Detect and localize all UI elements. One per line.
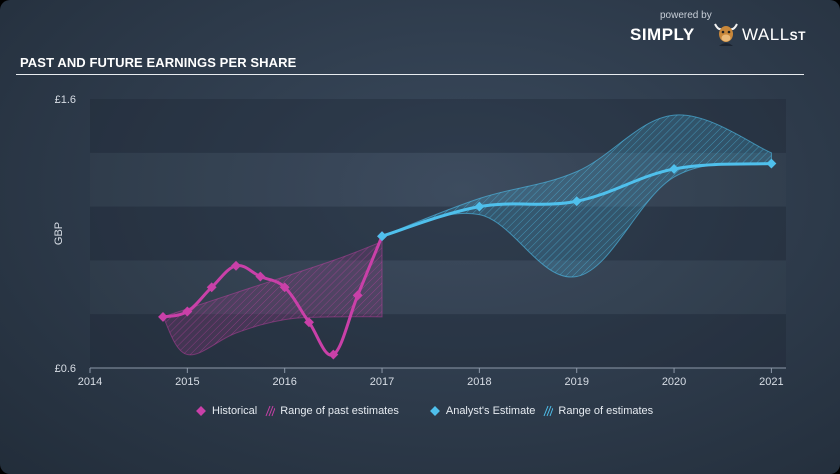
legend-label: Analyst's Estimate — [445, 405, 536, 417]
brand-simply-text: SIMPLY — [630, 25, 695, 44]
legend-item: Historical — [195, 405, 257, 417]
estimate-point — [377, 231, 387, 242]
x-tick-label: 2014 — [78, 376, 102, 388]
historical-line — [161, 234, 384, 357]
chart-legend: Historical Range of past estimates Analyst… — [195, 405, 661, 417]
historical-point — [206, 282, 217, 293]
x-tick-label: 2021 — [759, 376, 783, 388]
historical-point — [328, 349, 339, 360]
estimate-point — [669, 163, 680, 174]
legend-item: Analyst's Estimate — [429, 405, 536, 417]
past-estimates-range-area — [162, 240, 383, 356]
legend-line-marker-icon — [429, 406, 440, 416]
estimate-point — [474, 201, 485, 212]
legend-item: Range of estimates — [543, 405, 653, 417]
title-divider — [16, 74, 804, 75]
legend-label: Range of estimates — [558, 405, 654, 417]
estimate-point — [571, 196, 582, 207]
powered-by-text: powered by — [660, 10, 712, 21]
bull-mascot-icon — [714, 23, 738, 46]
x-tick-label: 2017 — [370, 376, 394, 388]
historical-point — [182, 306, 193, 317]
historical-point — [158, 311, 168, 322]
historical-point — [279, 282, 290, 293]
y-tick-label: £1.6 — [55, 94, 76, 106]
historical-point — [231, 260, 241, 271]
legend-label: Historical — [212, 405, 258, 417]
brand-wall-text: WALLST — [742, 25, 807, 44]
chart-title: PAST AND FUTURE EARNINGS PER SHARE — [20, 55, 297, 70]
y-axis-label: GBP — [53, 222, 65, 245]
x-tick-label: 2015 — [175, 376, 199, 388]
brand-logo[interactable]: powered by SIMPLY WALLST — [626, 10, 826, 50]
legend-line-marker-icon — [196, 406, 206, 416]
x-tick-label: 2020 — [662, 376, 686, 388]
historical-point — [352, 290, 363, 301]
estimate-point — [766, 158, 777, 169]
x-tick-label: 2016 — [272, 376, 296, 388]
legend-hatch-swatch-icon — [543, 405, 554, 417]
legend-item: Range of past estimates — [265, 405, 399, 417]
legend-label: Range of past estimates — [280, 405, 399, 417]
historical-point — [255, 271, 266, 282]
y-tick-label: £0.6 — [55, 363, 76, 375]
x-tick-label: 2018 — [467, 376, 491, 388]
historical-point — [304, 317, 314, 328]
legend-hatch-swatch-icon — [265, 405, 276, 417]
x-tick-label: 2019 — [564, 376, 588, 388]
